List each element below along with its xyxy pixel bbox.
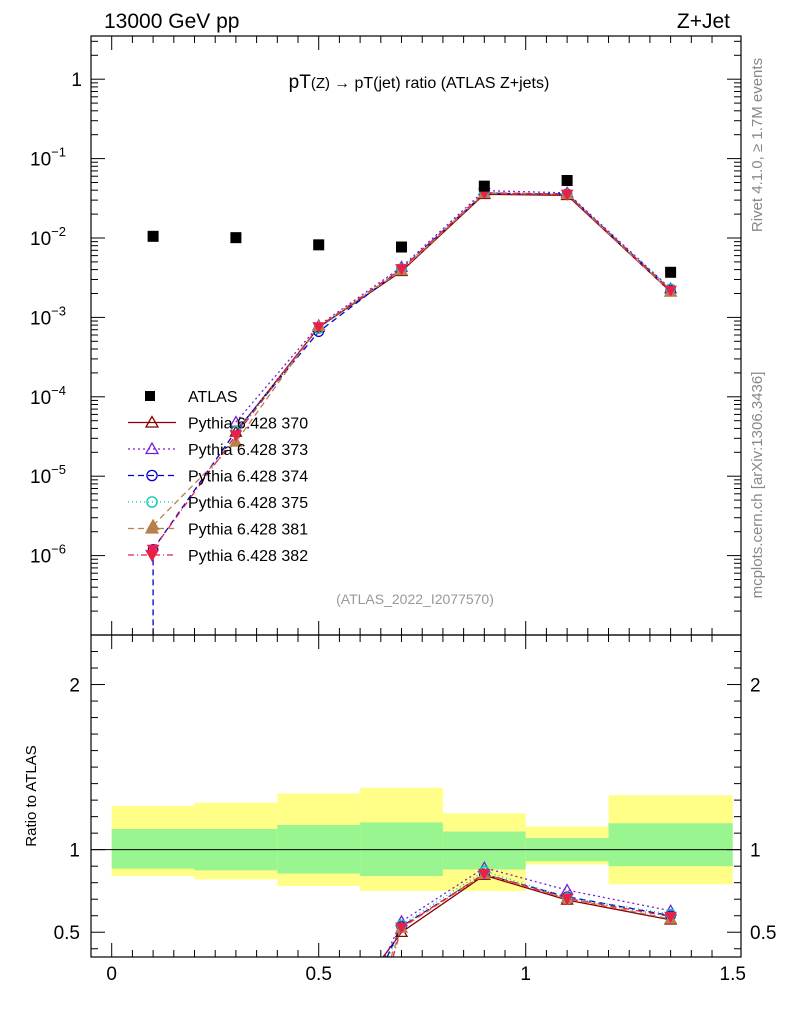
- main-series-marker: [664, 285, 677, 297]
- ratio-series-marker: [560, 893, 574, 905]
- legend: ATLAS Pythia 6.428 370 Pythia 6.428 373 Pyt…: [128, 389, 308, 565]
- x-tick-label: 0.5: [305, 964, 331, 985]
- main-series-line: [235, 193, 672, 433]
- legend-marker: [146, 496, 158, 508]
- ratio-series-marker: [477, 868, 491, 881]
- legend-atlas-label: ATLAS: [188, 389, 238, 406]
- main-y-tick-label: 10−2: [30, 224, 66, 250]
- ratio-series-marker: [395, 922, 408, 934]
- legend-label: Pythia 6.428 382: [188, 548, 308, 565]
- ratio-y-tick-label-right: 2: [750, 676, 761, 697]
- main-panel: 1 10−1 10−2 10−3 10−4 10−5 10−6: [30, 35, 742, 636]
- main-series-marker: [229, 430, 243, 442]
- ratio-band-green: [608, 823, 733, 867]
- ratio-y-axis-label: Ratio to ATLAS: [23, 745, 40, 846]
- main-series-marker: [312, 322, 326, 334]
- main-series-line: [235, 189, 672, 423]
- main-y-tick-label: 10−5: [30, 462, 66, 488]
- ratio-series-line: [392, 872, 671, 958]
- main-frame: [90, 35, 742, 636]
- main-series-marker: [560, 189, 574, 201]
- legend-label: Pythia 6.428 373: [188, 442, 308, 459]
- atlas-data-point: [478, 180, 490, 192]
- x-tick-label: 1.5: [720, 964, 746, 985]
- legend-marker: [144, 441, 160, 455]
- atlas-data-point: [230, 232, 242, 244]
- legend-label: Pythia 6.428 370: [188, 416, 308, 433]
- process-label: Z+Jet: [677, 10, 730, 33]
- atlas-data-point: [665, 266, 677, 278]
- atlas-data-point: [561, 174, 573, 186]
- legend-marker: [145, 550, 159, 563]
- legend-marker: [146, 469, 158, 482]
- chart-title: pT(Z) → pT(jet) ratio (ATLAS Z+jets): [289, 72, 550, 93]
- legend-label: Pythia 6.428 375: [188, 495, 308, 512]
- main-y-tick-label: 10−6: [30, 542, 66, 568]
- main-y-tick-label: 10−1: [30, 145, 66, 171]
- ratio-series-line: [390, 873, 671, 958]
- main-series-line: [235, 191, 672, 432]
- mcplots-label: mcplots.cern.ch [arXiv:1306.3436]: [749, 372, 766, 599]
- legend-atlas-marker: [145, 391, 155, 401]
- ratio-y-tick-label: 1: [69, 841, 80, 862]
- main-series-marker: [395, 264, 408, 276]
- atlas-data-point: [396, 241, 408, 253]
- ratio-frame: [90, 634, 742, 958]
- ratio-panel: 0.5 0.5 1 1 2 2: [54, 634, 776, 958]
- ratio-band-green: [111, 829, 195, 869]
- legend-marker: [144, 415, 160, 428]
- main-y-tick-label: 10−3: [30, 303, 66, 329]
- analysis-id-label: (ATLAS_2022_I2077570): [336, 591, 494, 607]
- ratio-series-marker: [664, 911, 677, 924]
- rivet-version-label: Rivet 4.1.0, ≥ 1.7M events: [749, 58, 766, 232]
- ratio-y-tick-label: 2: [69, 676, 80, 697]
- legend-marker: [144, 521, 160, 534]
- main-y-tick-label: 10−4: [30, 383, 66, 409]
- legend-label: Pythia 6.428 374: [188, 469, 308, 486]
- ratio-series-line: [384, 867, 671, 958]
- atlas-data-point: [147, 230, 159, 242]
- main-y-tick-label: 1: [71, 70, 82, 91]
- energy-label: 13000 GeV pp: [104, 10, 239, 33]
- ratio-y-tick-label: 0.5: [54, 923, 80, 944]
- ratio-y-tick-label-right: 0.5: [750, 923, 776, 944]
- x-tick-label: 0: [106, 964, 117, 985]
- atlas-data-point: [313, 239, 325, 251]
- legend-label: Pythia 6.428 381: [188, 522, 308, 539]
- ratio-y-tick-label-right: 1: [750, 841, 761, 862]
- x-tick-label: 1: [520, 964, 531, 985]
